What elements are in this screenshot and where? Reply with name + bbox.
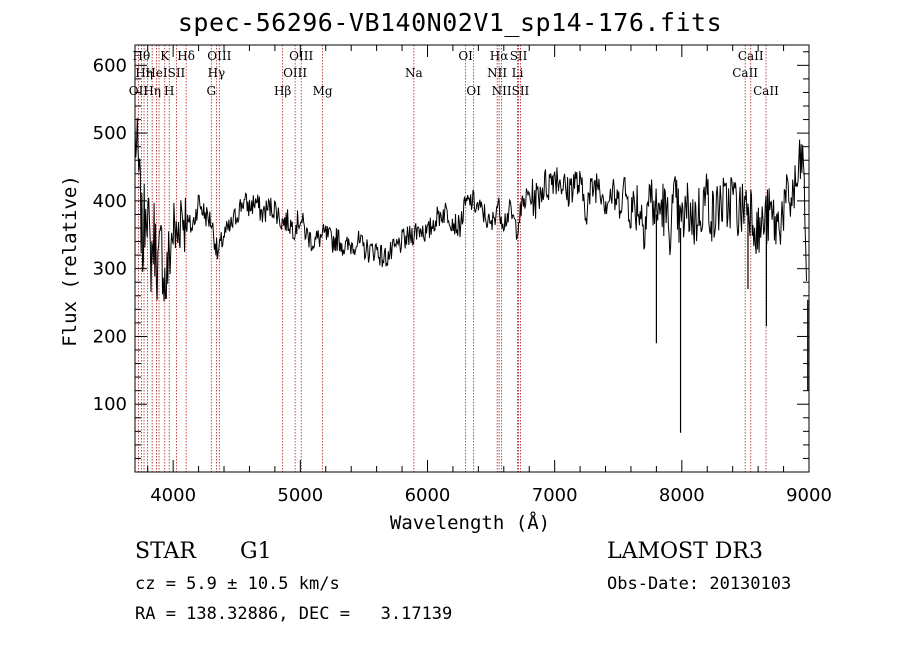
line-label-13: OIII — [207, 49, 231, 63]
line-label-23: NII — [492, 84, 512, 98]
line-label-12: Hγ — [208, 66, 226, 80]
y-axis-label: Flux (relative) — [59, 175, 81, 347]
line-label-8: H — [164, 84, 174, 98]
spectral-line-markers — [138, 45, 767, 472]
plot-frame — [134, 44, 810, 473]
line-label-24: Li — [512, 66, 524, 80]
x-tick-label-7000: 7000 — [532, 485, 578, 506]
line-label-17: Mg — [313, 84, 333, 98]
line-label-10: Hδ — [177, 49, 195, 63]
line-label-26: SII — [512, 84, 530, 98]
line-label-16: OIII — [289, 49, 313, 63]
line-label-20: OI — [466, 84, 481, 98]
observation-date: Obs-Date: 20130103 — [607, 574, 792, 594]
line-label-2: Hη — [135, 66, 153, 80]
x-tick-label-4000: 4000 — [150, 485, 196, 506]
survey-name: LAMOST DR3 — [607, 539, 763, 564]
object-subclass: G1 — [240, 539, 272, 564]
line-label-25: SII — [510, 49, 528, 63]
line-label-9: SII — [168, 66, 186, 80]
line-label-22: Hα — [490, 49, 509, 63]
redshift-text: cz = 5.9 ± 10.5 km/s — [135, 574, 340, 594]
spike-series — [655, 203, 809, 433]
flux-series-line — [134, 117, 807, 302]
line-label-0: OII — [129, 84, 149, 98]
x-tick-label-9000: 9000 — [786, 485, 832, 506]
line-label-4: Hη — [143, 84, 161, 98]
y-tick-label-500: 500 — [93, 123, 127, 144]
spectral-line-labels: OIIHθHηHηHeIKHSIIHδGHγOIIIHβOIIIOIIIMgNa… — [129, 49, 779, 98]
coordinates-text: RA = 138.32886, DEC = 3.17139 — [135, 604, 453, 624]
line-label-27: CaII — [732, 66, 758, 80]
x-tick-label-5000: 5000 — [277, 485, 323, 506]
x-axis-label: Wavelength (Å) — [389, 512, 551, 534]
chart-title: spec-56296-VB140N02V1_sp14-176.fits — [177, 8, 723, 37]
line-label-11: G — [207, 84, 217, 98]
y-axis-ticks: 100 200 300 400 500 600 — [93, 51, 809, 459]
line-label-15: OIII — [283, 66, 307, 80]
line-label-29: CaII — [753, 84, 779, 98]
line-label-28: CaII — [738, 49, 764, 63]
y-tick-label-100: 100 — [93, 394, 127, 415]
object-class: STAR — [135, 539, 196, 564]
y-tick-label-200: 200 — [93, 326, 127, 347]
y-tick-label-300: 300 — [93, 259, 127, 280]
line-label-7: K — [160, 49, 170, 63]
y-tick-label-600: 600 — [93, 55, 127, 76]
line-label-14: Hβ — [274, 84, 291, 98]
line-label-21: NII — [487, 66, 507, 80]
x-axis-ticks: 4000 5000 6000 7000 8000 9000 — [147, 45, 832, 506]
x-tick-label-6000: 6000 — [405, 485, 451, 506]
line-label-1: Hθ — [133, 49, 151, 63]
line-label-5: HeI — [145, 66, 168, 80]
line-label-18: Na — [405, 66, 423, 80]
x-tick-label-8000: 8000 — [659, 485, 705, 506]
line-label-19: OI — [458, 49, 473, 63]
y-tick-label-400: 400 — [93, 191, 127, 212]
